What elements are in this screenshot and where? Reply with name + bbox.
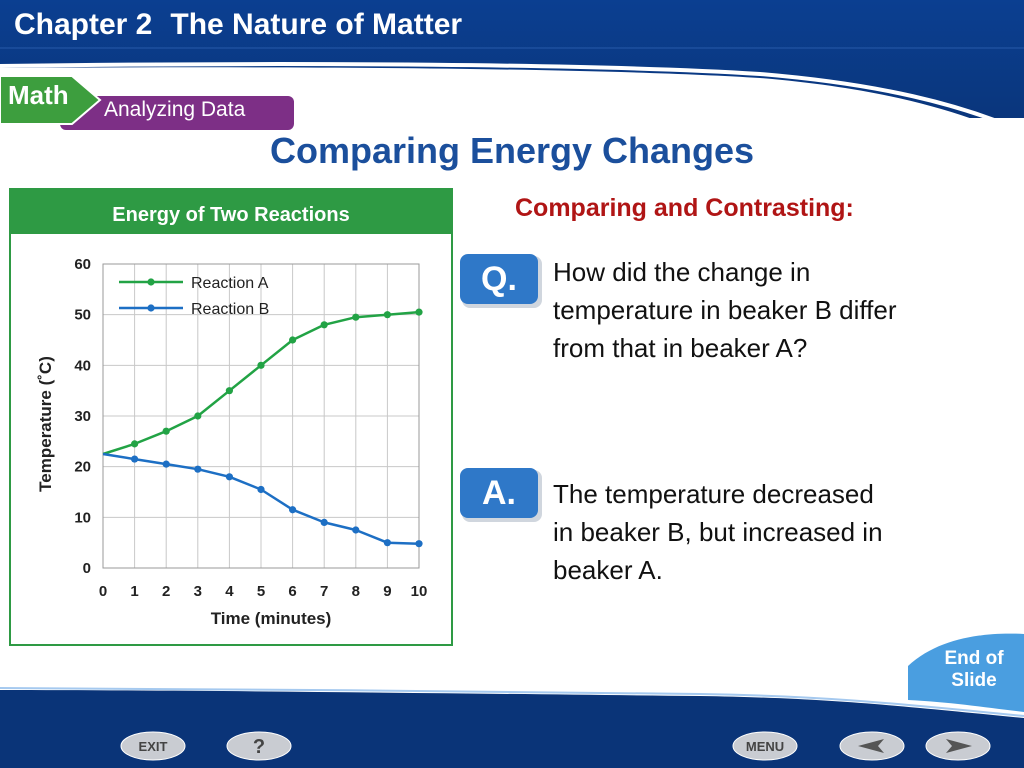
question-text: How did the change in temperature in bea… bbox=[553, 253, 896, 367]
chapter-number: Chapter 2 bbox=[14, 8, 153, 41]
answer-badge-label: A. bbox=[482, 474, 516, 512]
next-arrow-icon bbox=[946, 739, 972, 753]
x-axis-label: Time (minutes) bbox=[211, 609, 332, 628]
help-button[interactable]: ? bbox=[226, 731, 292, 761]
chart-panel: Energy of Two Reactions 0 1 2 3 4 5 6 7 8 9 10 0 10 2… bbox=[9, 188, 453, 646]
data-point bbox=[162, 460, 170, 468]
x-tick-label: 4 bbox=[225, 583, 234, 600]
answer-line: in beaker B, but increased in bbox=[553, 517, 883, 547]
data-point bbox=[383, 539, 391, 547]
data-point bbox=[194, 412, 202, 420]
x-tick-label: 7 bbox=[320, 583, 328, 600]
header-bar bbox=[0, 0, 1024, 118]
question-line: How did the change in bbox=[553, 257, 811, 287]
previous-arrow-icon bbox=[858, 739, 884, 753]
data-point bbox=[225, 473, 233, 481]
legend-marker bbox=[147, 304, 155, 312]
data-point bbox=[415, 540, 423, 548]
feature-banner bbox=[0, 75, 294, 130]
menu-label: MENU bbox=[746, 739, 784, 754]
data-point bbox=[131, 455, 139, 463]
data-point bbox=[257, 361, 265, 369]
data-point bbox=[289, 506, 297, 514]
data-point bbox=[415, 308, 423, 316]
x-tick-label: 0 bbox=[99, 583, 107, 600]
question-badge: Q. bbox=[460, 254, 542, 308]
analyzing-data-tab bbox=[60, 96, 294, 130]
y-tick-label: 50 bbox=[74, 307, 91, 324]
data-point bbox=[352, 526, 360, 534]
end-of-slide-tab bbox=[908, 633, 1024, 712]
section-label: Comparing and Contrasting: bbox=[515, 194, 854, 222]
exit-button[interactable]: EXIT bbox=[120, 731, 186, 761]
answer-text: The temperature decreased in beaker B, b… bbox=[553, 475, 883, 589]
plot-area-border bbox=[102, 263, 420, 569]
answer-line: The temperature decreased bbox=[553, 479, 874, 509]
y-tick-label: 10 bbox=[74, 509, 91, 526]
data-point bbox=[289, 336, 297, 344]
x-tick-label: 3 bbox=[194, 583, 202, 600]
previous-slide-button[interactable] bbox=[839, 731, 905, 761]
data-point bbox=[320, 518, 328, 526]
line-chart: 0 1 2 3 4 5 6 7 8 9 10 0 10 20 30 40 50 60 Time (minutes) T… bbox=[36, 256, 428, 628]
analyzing-data-label: Analyzing Data bbox=[104, 98, 246, 121]
chapter-title: The Nature of Matter bbox=[170, 8, 463, 41]
end-of-slide-button[interactable]: End of Slide bbox=[934, 648, 1014, 692]
data-point bbox=[162, 427, 170, 435]
y-tick-label: 60 bbox=[74, 256, 91, 273]
help-label: ? bbox=[253, 736, 265, 758]
math-label: Math bbox=[8, 80, 69, 110]
bottom-nav-band: EXIT ? MENU bbox=[0, 633, 1024, 768]
y-tick-label: 20 bbox=[74, 459, 91, 476]
data-point bbox=[257, 485, 265, 494]
data-point bbox=[225, 387, 233, 395]
chapter-heading: Chapter 2 The Nature of Matter bbox=[14, 8, 462, 42]
y-tick-label: 0 bbox=[83, 560, 91, 577]
end-of-slide-line: End of bbox=[944, 648, 1004, 669]
data-point bbox=[320, 321, 328, 329]
math-arrow bbox=[0, 75, 102, 125]
question-badge-label: Q. bbox=[481, 260, 517, 298]
x-tick-label: 8 bbox=[352, 583, 360, 600]
data-point bbox=[194, 465, 202, 473]
answer-badge: A. bbox=[460, 468, 542, 522]
legend-label: Reaction B bbox=[191, 301, 269, 318]
x-tick-label: 5 bbox=[257, 583, 265, 600]
legend-label: Reaction A bbox=[191, 275, 269, 292]
x-tick-label: 10 bbox=[411, 583, 428, 600]
x-tick-label: 1 bbox=[130, 583, 138, 600]
slide-title: Comparing Energy Changes bbox=[269, 130, 755, 171]
menu-button[interactable]: MENU bbox=[732, 731, 798, 761]
legend-marker bbox=[147, 278, 155, 286]
next-slide-button[interactable] bbox=[925, 731, 991, 761]
data-point bbox=[352, 313, 360, 321]
answer-line: beaker A. bbox=[553, 555, 663, 585]
x-tick-label: 9 bbox=[383, 583, 391, 600]
y-axis-label: Temperature (˚C) bbox=[36, 356, 55, 492]
x-tick-label: 2 bbox=[162, 583, 170, 600]
data-point bbox=[383, 311, 391, 319]
exit-label: EXIT bbox=[139, 739, 168, 754]
y-tick-label: 30 bbox=[74, 408, 91, 425]
question-line: temperature in beaker B differ bbox=[553, 295, 897, 325]
question-line: from that in beaker A? bbox=[553, 333, 808, 363]
y-tick-label: 40 bbox=[74, 357, 91, 374]
data-point bbox=[131, 440, 139, 448]
end-of-slide-line: Slide bbox=[951, 670, 997, 691]
x-tick-label: 6 bbox=[288, 583, 296, 600]
chart-title: Energy of Two Reactions bbox=[11, 190, 451, 234]
